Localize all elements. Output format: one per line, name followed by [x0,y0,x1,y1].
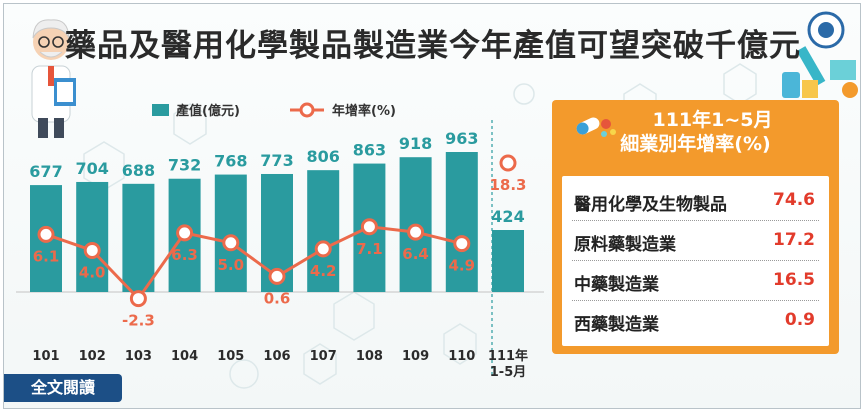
list-item: 中藥製造業 16.5 [572,262,819,301]
rate-value-label: 5.0 [218,256,245,274]
subsector-name: 醫用化學及生物製品 [574,195,727,215]
bar [214,174,247,292]
rate-marker [407,223,425,241]
hexagon-deco [83,141,125,191]
hexagon-deco [303,343,337,385]
bar-value-label: 768 [214,152,247,171]
x-tick-label: 106 [263,349,290,364]
x-tick-label: 107 [310,349,337,364]
rate-marker [83,241,101,259]
bar-value-label: 806 [306,147,339,166]
subsector-growth: 17.2 [773,230,815,250]
x-tick-label: 111年 1-5月 [488,348,528,380]
bar-value-label: 963 [445,129,478,148]
x-tick-label: 104 [171,349,198,364]
rate-marker [314,240,332,258]
page-title: 藥品及醫用化學製品製造業今年產值可望突破千億元 [65,28,801,64]
capsule-pills-icon [576,117,616,137]
full-text-button[interactable]: 全文閱讀 [4,374,122,402]
hexagon-deco [723,63,757,105]
list-item: 原料藥製造業 17.2 [572,222,819,261]
legend-bar-swatch [152,104,169,116]
bar-value-label: 773 [260,151,293,170]
bar-value-label: 732 [168,156,201,175]
circle-deco [513,83,535,105]
rate-value-label: 6.3 [171,246,198,264]
subsector-panel: 111年1~5月 細業別年增率(%) 醫用化學及生物製品 74.6 原料藥製造業… [552,100,839,354]
bar-value-label: 704 [75,159,108,178]
subsector-name: 原料藥製造業 [574,235,676,255]
panel-title-line2: 細業別年增率(%) [620,133,771,155]
rate-value-label: 6.1 [33,247,60,265]
bar [492,230,524,292]
rate-marker [360,218,378,236]
chart: 產值(億元) 年增率(%) 677 704 688 732 768 773 806 863 91… [16,102,544,380]
rate-value-label: 6.4 [402,245,429,263]
rate-value-label: 4.2 [310,262,337,280]
rate-marker [129,290,147,308]
panel-title-line1: 111年1~5月 [652,109,773,131]
legend-line-marker [299,102,315,118]
bar-value-label: 688 [122,161,155,180]
rate-marker [499,154,517,172]
subsector-name: 西藥製造業 [574,315,659,335]
x-tick-label: 103 [125,349,152,364]
rate-marker [37,225,55,243]
x-tick-label: 109 [402,349,429,364]
x-tick-label: 101 [32,349,59,364]
hexagon-deco [173,103,207,145]
bar-value-label: 863 [353,141,386,160]
rate-marker [222,234,240,252]
bar [445,152,478,292]
rate-series-line [45,225,463,301]
legend-label-rate: 年增率(%) [332,103,396,119]
rate-value-label: 4.9 [449,257,476,275]
bar-value-label: 677 [29,162,62,181]
subsector-growth: 74.6 [773,190,815,210]
hexagon-deco [443,323,477,365]
rate-marker [176,224,194,242]
subsector-growth: 0.9 [784,310,815,330]
scientist-icon [31,19,76,138]
circle-deco [229,359,259,389]
subsector-name: 中藥製造業 [574,275,659,295]
x-tick-label: 105 [217,349,244,364]
lab-equipment-icon [782,11,858,98]
list-item: 醫用化學及生物製品 74.6 [572,182,819,221]
x-tick-label: 110 [448,349,475,364]
rate-marker [453,235,471,253]
bar [307,170,340,292]
infographic-frame: 藥品及醫用化學製品製造業今年產值可望突破千億元 產值(億元) 年增率(%) 67… [3,3,861,409]
rate-value-label: 0.6 [264,289,291,307]
subsector-list: 醫用化學及生物製品 74.6 原料藥製造業 17.2 中藥製造業 16.5 西藥… [562,176,829,346]
rate-value-label: 7.1 [356,240,383,258]
bar [122,183,155,292]
legend-label-value: 產值(億元) [175,103,240,119]
rate-value-label: 4.0 [79,263,106,281]
x-tick-label: 102 [79,349,106,364]
subsector-growth: 16.5 [773,270,815,290]
list-item: 西藥製造業 0.9 [572,302,819,340]
rate-value-label: 18.3 [489,176,526,194]
panel-title: 111年1~5月 細業別年增率(%) [552,108,839,156]
rate-value-label: -2.3 [122,312,155,330]
bar [76,181,109,292]
bar-value-label: 424 [491,207,524,226]
bar-value-label: 918 [399,134,432,153]
x-tick-label: 108 [356,349,383,364]
rate-marker [268,267,286,285]
